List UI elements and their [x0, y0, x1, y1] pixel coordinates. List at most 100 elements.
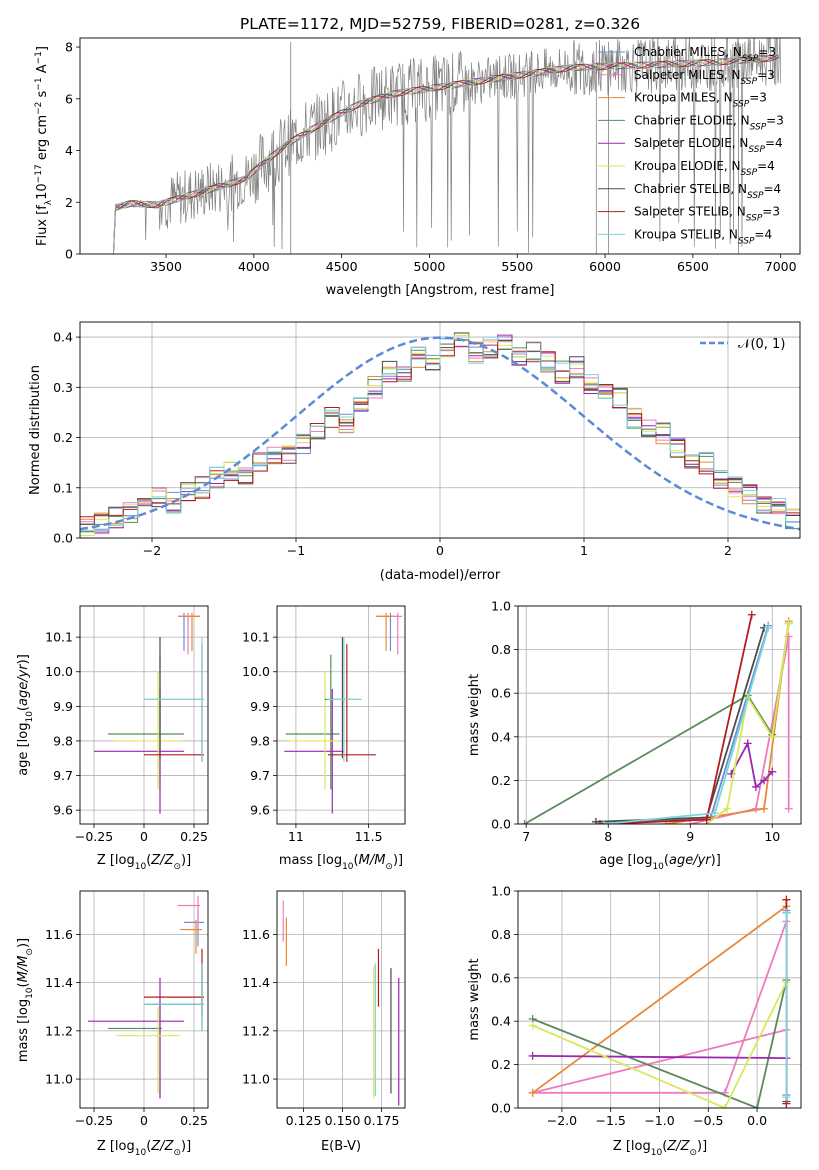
plus-marker	[702, 815, 711, 824]
plot-area	[282, 900, 400, 1106]
x-tick-label: 0.125	[286, 1113, 322, 1128]
axes-frame	[276, 605, 406, 825]
y-tick-label: 11.6	[45, 927, 73, 942]
y-tick-label: 0.6	[491, 970, 511, 985]
label-part: Chabrier STELIB, N	[634, 182, 747, 196]
x-tick-label: 0	[140, 829, 148, 844]
label-part: (	[664, 853, 669, 868]
weight-line-chabrier-elodie	[532, 979, 788, 1108]
label-part: =3	[766, 113, 784, 127]
y-tick-label: 9.7	[250, 768, 270, 783]
label-part: =4	[765, 136, 783, 150]
y-tick-label: 4	[65, 143, 73, 158]
legend-label: Chabrier STELIB, NSSP=4	[634, 182, 781, 201]
label-part: SSP	[746, 214, 763, 224]
x-tick-label: 3500	[150, 259, 182, 274]
label-part: Salpeter ELODIE, N	[634, 136, 748, 150]
x-tick-label: 6500	[677, 259, 709, 274]
label-part: (	[146, 853, 151, 868]
x-tick-label: 4000	[238, 259, 270, 274]
label-part: −2	[34, 102, 44, 115]
y-tick-label: 11.4	[45, 975, 73, 990]
model-line-salpeter-elodie	[113, 55, 780, 253]
y-tick-label: 11.2	[45, 1023, 73, 1038]
y-tick-label: 11.2	[242, 1023, 270, 1038]
plus-marker	[528, 1088, 537, 1097]
x-tick-label: 11.5	[355, 829, 383, 844]
label-part: SSP	[748, 145, 765, 155]
plot-area	[528, 895, 791, 1108]
label-part: −1	[34, 51, 44, 64]
label-part: 10	[652, 862, 664, 872]
x-tick-label: 6000	[589, 259, 621, 274]
x-tick-label: 5500	[501, 259, 533, 274]
y-tick-label: 1.0	[491, 884, 511, 899]
y-tick-label: 9.6	[53, 803, 73, 818]
x-tick-label: 7000	[765, 259, 797, 274]
label-part: mass [log	[16, 999, 31, 1062]
label-part: Kroupa ELODIE, N	[634, 159, 741, 173]
model-line-chabrier-stelib	[113, 56, 780, 254]
x-tick-label: 4500	[326, 259, 358, 274]
label-part: Z [log	[97, 853, 135, 868]
legend-label: Chabrier MILES, NSSP=3	[634, 45, 776, 64]
label-part: −1	[34, 77, 44, 90]
age-vs-mass-axes: 11 11.5 9.6 9.7 9.8 9.9 10.0 10.1 mass [log10(M/…	[242, 605, 406, 872]
label-part: Z [log	[613, 1139, 651, 1154]
label-part: Flux [f	[35, 205, 50, 246]
figure-title: PLATE=1172, MJD=52759, FIBERID=0281, z=0…	[240, 15, 640, 33]
plus-marker	[782, 1093, 791, 1102]
weight-line-kroupa-miles	[532, 905, 787, 1094]
label-part: λ	[44, 199, 54, 205]
y-tick-label: 0.6	[491, 686, 511, 701]
label-part: (	[662, 1139, 667, 1154]
x-tick-label: −1.5	[596, 1113, 626, 1128]
y-tick-label: 6	[65, 91, 73, 106]
y-tick-label: 0.2	[53, 430, 73, 445]
spectrum-data-line	[113, 38, 782, 254]
y-tick-label: 0.8	[491, 927, 511, 942]
y-tick-label: 9.9	[250, 699, 270, 714]
y-tick-label: 0.0	[491, 1101, 511, 1116]
grid	[80, 891, 208, 1108]
grid	[277, 891, 405, 1108]
label-part: age/yr	[16, 663, 31, 706]
plus-marker	[520, 820, 529, 824]
label-part: (	[354, 853, 359, 868]
label-part: 10	[651, 1148, 663, 1158]
y-tick-label: 11.6	[242, 927, 270, 942]
label-part: )]	[393, 853, 403, 868]
label-part: =3	[749, 91, 767, 105]
plus-marker	[743, 739, 752, 748]
label-part: ]	[35, 46, 50, 51]
label-part: 10	[35, 183, 50, 200]
plus-marker	[768, 732, 777, 741]
plus-marker	[528, 1021, 537, 1030]
label-part: )]	[16, 938, 31, 948]
label-part: )]	[711, 853, 721, 868]
x-tick-label: 0.25	[180, 829, 208, 844]
weight-line-kroupa-elodie	[706, 623, 790, 824]
x-tick-label: 0.0	[747, 1113, 767, 1128]
label-part: SSP	[741, 77, 758, 87]
y-tick-label: 9.7	[53, 768, 73, 783]
plus-marker	[760, 776, 769, 785]
label-part: =4	[757, 159, 775, 173]
label-part: A	[35, 64, 50, 77]
y-axis-label: Normed distribution	[28, 365, 43, 495]
y-tick-label: 9.8	[53, 733, 73, 748]
label-part: SSP	[741, 168, 758, 178]
x-tick-label: 1	[580, 543, 588, 558]
y-tick-label: 9.6	[250, 803, 270, 818]
plus-marker	[686, 820, 695, 824]
label-part: )]	[181, 1139, 191, 1154]
grid	[80, 606, 208, 824]
x-tick-label: 0.175	[364, 1113, 400, 1128]
plus-marker	[782, 908, 791, 917]
x-axis-label: wavelength [Angstrom, rest frame]	[326, 283, 555, 298]
x-tick-label: 0.25	[180, 1113, 208, 1128]
plus-marker	[782, 895, 791, 904]
y-tick-label: 0.2	[491, 773, 511, 788]
label-part: SSP	[742, 54, 759, 64]
